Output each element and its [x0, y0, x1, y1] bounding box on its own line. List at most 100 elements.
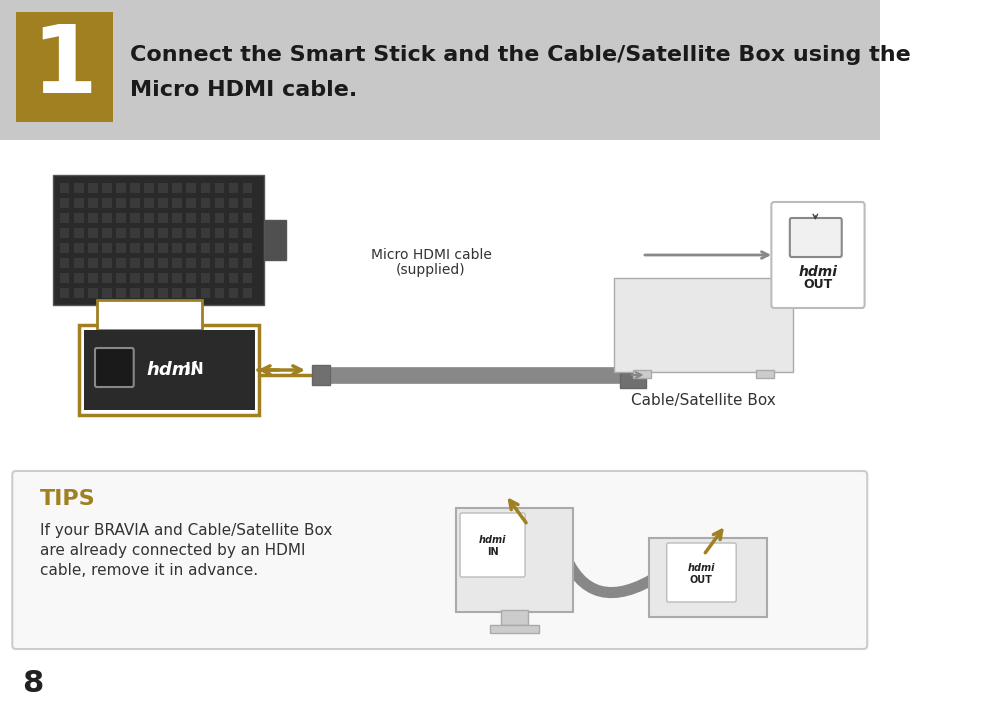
FancyBboxPatch shape: [60, 213, 69, 223]
FancyBboxPatch shape: [60, 243, 69, 253]
FancyBboxPatch shape: [243, 183, 252, 193]
Text: IN: IN: [487, 547, 498, 557]
FancyBboxPatch shape: [144, 258, 154, 268]
FancyBboxPatch shape: [172, 273, 182, 283]
FancyBboxPatch shape: [201, 288, 210, 298]
FancyBboxPatch shape: [790, 218, 842, 257]
FancyBboxPatch shape: [201, 243, 210, 253]
FancyBboxPatch shape: [60, 273, 69, 283]
FancyBboxPatch shape: [95, 348, 134, 387]
FancyBboxPatch shape: [88, 258, 98, 268]
FancyBboxPatch shape: [102, 213, 112, 223]
FancyBboxPatch shape: [172, 213, 182, 223]
FancyBboxPatch shape: [12, 471, 867, 649]
FancyBboxPatch shape: [88, 288, 98, 298]
Text: 1: 1: [31, 21, 97, 113]
FancyBboxPatch shape: [201, 228, 210, 238]
FancyBboxPatch shape: [172, 198, 182, 208]
FancyBboxPatch shape: [116, 243, 126, 253]
FancyBboxPatch shape: [172, 243, 182, 253]
FancyBboxPatch shape: [88, 198, 98, 208]
FancyBboxPatch shape: [130, 258, 140, 268]
FancyBboxPatch shape: [84, 330, 255, 410]
FancyBboxPatch shape: [60, 198, 69, 208]
FancyBboxPatch shape: [74, 213, 84, 223]
FancyBboxPatch shape: [215, 273, 224, 283]
FancyBboxPatch shape: [144, 183, 154, 193]
FancyBboxPatch shape: [74, 243, 84, 253]
FancyBboxPatch shape: [102, 228, 112, 238]
FancyBboxPatch shape: [172, 183, 182, 193]
FancyBboxPatch shape: [186, 183, 196, 193]
Text: (supplied): (supplied): [396, 263, 466, 277]
FancyBboxPatch shape: [186, 258, 196, 268]
FancyBboxPatch shape: [172, 258, 182, 268]
FancyBboxPatch shape: [74, 288, 84, 298]
Text: IN: IN: [180, 362, 204, 377]
Text: Micro HDMI cable.: Micro HDMI cable.: [130, 80, 357, 100]
FancyBboxPatch shape: [243, 198, 252, 208]
Text: Connect the Smart Stick and the Cable/Satellite Box using the: Connect the Smart Stick and the Cable/Sa…: [130, 45, 911, 65]
FancyBboxPatch shape: [144, 213, 154, 223]
FancyBboxPatch shape: [264, 220, 286, 260]
FancyBboxPatch shape: [102, 198, 112, 208]
FancyBboxPatch shape: [74, 228, 84, 238]
FancyBboxPatch shape: [186, 243, 196, 253]
FancyBboxPatch shape: [490, 625, 539, 633]
FancyBboxPatch shape: [130, 183, 140, 193]
FancyBboxPatch shape: [144, 243, 154, 253]
FancyBboxPatch shape: [158, 258, 168, 268]
FancyBboxPatch shape: [215, 228, 224, 238]
Text: cable, remove it in advance.: cable, remove it in advance.: [40, 563, 258, 578]
FancyBboxPatch shape: [102, 258, 112, 268]
Text: Micro HDMI cable: Micro HDMI cable: [371, 248, 491, 262]
FancyBboxPatch shape: [614, 278, 793, 372]
FancyBboxPatch shape: [158, 273, 168, 283]
FancyBboxPatch shape: [116, 198, 126, 208]
FancyBboxPatch shape: [633, 370, 651, 378]
FancyBboxPatch shape: [53, 175, 264, 305]
FancyBboxPatch shape: [74, 183, 84, 193]
FancyBboxPatch shape: [144, 198, 154, 208]
FancyBboxPatch shape: [229, 243, 238, 253]
FancyBboxPatch shape: [243, 228, 252, 238]
FancyBboxPatch shape: [229, 213, 238, 223]
FancyBboxPatch shape: [201, 198, 210, 208]
FancyBboxPatch shape: [243, 258, 252, 268]
Text: 8: 8: [22, 669, 43, 698]
FancyBboxPatch shape: [60, 183, 69, 193]
FancyBboxPatch shape: [158, 288, 168, 298]
FancyBboxPatch shape: [215, 288, 224, 298]
Text: hdmi: hdmi: [479, 535, 506, 545]
FancyBboxPatch shape: [116, 183, 126, 193]
FancyBboxPatch shape: [215, 258, 224, 268]
FancyBboxPatch shape: [88, 213, 98, 223]
FancyBboxPatch shape: [186, 273, 196, 283]
FancyBboxPatch shape: [60, 288, 69, 298]
FancyBboxPatch shape: [88, 228, 98, 238]
FancyBboxPatch shape: [158, 213, 168, 223]
FancyBboxPatch shape: [130, 273, 140, 283]
FancyBboxPatch shape: [88, 243, 98, 253]
FancyBboxPatch shape: [201, 258, 210, 268]
FancyBboxPatch shape: [172, 288, 182, 298]
FancyBboxPatch shape: [0, 0, 880, 140]
FancyBboxPatch shape: [158, 183, 168, 193]
FancyBboxPatch shape: [0, 140, 880, 470]
FancyBboxPatch shape: [460, 513, 525, 577]
FancyBboxPatch shape: [158, 198, 168, 208]
FancyBboxPatch shape: [158, 243, 168, 253]
FancyBboxPatch shape: [215, 213, 224, 223]
FancyBboxPatch shape: [130, 288, 140, 298]
FancyBboxPatch shape: [756, 370, 774, 378]
FancyBboxPatch shape: [88, 183, 98, 193]
FancyBboxPatch shape: [229, 183, 238, 193]
FancyBboxPatch shape: [130, 228, 140, 238]
FancyBboxPatch shape: [144, 288, 154, 298]
FancyBboxPatch shape: [649, 538, 767, 617]
Text: hdmi: hdmi: [798, 265, 837, 279]
FancyBboxPatch shape: [229, 288, 238, 298]
FancyBboxPatch shape: [201, 273, 210, 283]
FancyBboxPatch shape: [243, 243, 252, 253]
FancyBboxPatch shape: [243, 273, 252, 283]
